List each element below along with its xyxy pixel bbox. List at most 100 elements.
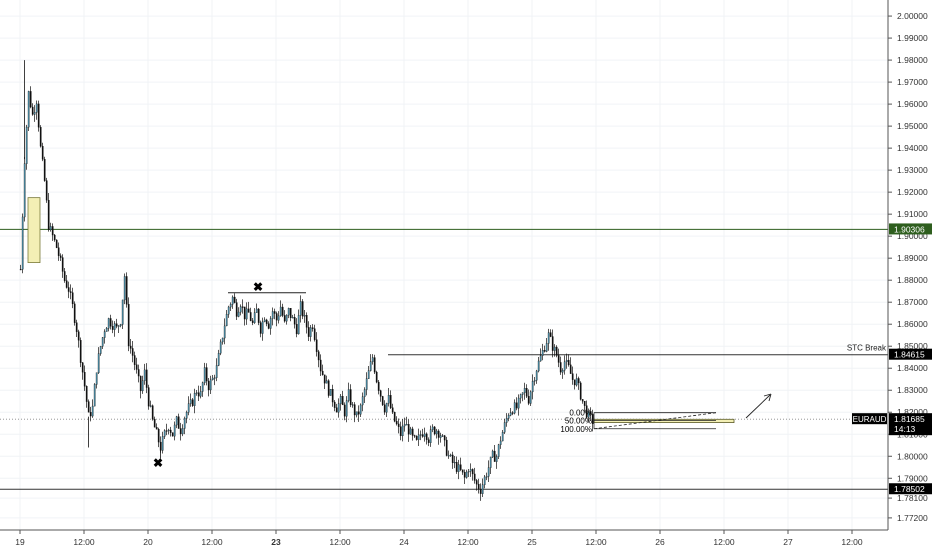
candle-body	[123, 276, 126, 301]
candle-body	[373, 357, 376, 373]
candle-body	[39, 127, 42, 147]
candle-body	[339, 396, 342, 404]
y-tick-label-11: 1.89000	[897, 253, 928, 263]
candle-body	[47, 199, 50, 230]
candle-body	[29, 91, 32, 108]
candle-body	[279, 306, 282, 317]
price-axis[interactable]: 2.00000 1.99000 1.98000 1.97000 1.96000 1.950…	[888, 11, 928, 523]
symbol-tag[interactable]: EURAUD	[853, 415, 887, 424]
x-mark-0[interactable]: ✖	[253, 280, 263, 294]
candle-body	[35, 103, 38, 113]
x-tick-label-6: 24	[399, 537, 409, 547]
candle-body	[509, 412, 512, 416]
y-tick-label-14: 1.86000	[897, 319, 928, 329]
candle-body	[85, 386, 88, 402]
candle-body	[113, 323, 116, 330]
candle-body	[579, 382, 582, 400]
candle-body	[333, 401, 336, 408]
y-tick-label-20: 1.80000	[897, 451, 928, 461]
candle-body	[307, 327, 310, 337]
candle-body	[491, 450, 494, 458]
candle-body	[365, 378, 368, 390]
candle-body	[353, 404, 356, 416]
candle-body	[581, 399, 584, 402]
candle-body	[563, 361, 566, 371]
projection-arrow-icon[interactable]	[745, 394, 771, 419]
candle-body	[61, 257, 64, 272]
current-price-label: 1.81685	[894, 414, 925, 424]
candle-body	[149, 405, 152, 407]
candle-body	[203, 367, 206, 383]
candle-body	[297, 315, 300, 335]
candle-body	[403, 424, 406, 427]
price-labels: 1.903061.846151.785021.81510EURAUD1.8168…	[852, 223, 932, 495]
candle-body	[187, 403, 190, 413]
candle-body	[49, 226, 52, 230]
candle-body	[33, 112, 36, 115]
candle-body	[569, 364, 572, 374]
candle-body	[221, 337, 224, 343]
y-tick-label-5: 1.95000	[897, 121, 928, 131]
candle-body	[111, 326, 114, 330]
candle-body	[427, 439, 430, 443]
candle-body	[477, 483, 480, 490]
y-tick-label-2: 1.98000	[897, 55, 928, 65]
candle-body	[281, 306, 284, 316]
candle-body	[363, 389, 366, 397]
candle-body	[379, 390, 382, 397]
candle-body	[421, 434, 424, 437]
candle-body	[197, 392, 200, 397]
candle-body	[511, 412, 514, 414]
candle-body	[283, 315, 286, 322]
y-tick-label-18: 1.82000	[897, 407, 928, 417]
candle-body	[453, 462, 456, 464]
highlight-boxes	[27, 197, 735, 423]
candle-body	[83, 372, 86, 387]
candle-body	[341, 396, 344, 406]
candle-body	[495, 456, 498, 462]
candle-body	[299, 301, 302, 316]
candle-body	[99, 346, 102, 354]
candle-body	[327, 380, 330, 396]
price-label-2-bg	[889, 483, 932, 495]
candle-body	[201, 382, 204, 392]
candle-body	[525, 388, 528, 397]
time-axis[interactable]: 19 12:00 20 12:00 23 12:00 24 12:00 25 12:00 26 12:…	[15, 530, 863, 547]
candle-body	[527, 396, 530, 404]
candle-body	[243, 306, 246, 320]
candle-body	[533, 380, 536, 382]
candle-body	[271, 311, 274, 319]
candle-body	[211, 377, 214, 381]
candle-body	[539, 355, 542, 362]
candle-body	[69, 291, 72, 293]
highlight-box-breakout[interactable]	[27, 197, 41, 263]
candle-body	[235, 302, 238, 317]
candle-body	[161, 436, 164, 451]
y-tick-label-3: 1.97000	[897, 77, 928, 87]
arrowhead-icon	[763, 393, 772, 402]
time-axis-bg	[0, 530, 932, 550]
candle-body	[557, 355, 560, 363]
y-tick-label-1: 1.99000	[897, 33, 928, 43]
stc-break-label: STC Break	[847, 344, 887, 353]
candle-body	[255, 308, 258, 313]
candle-body	[383, 404, 386, 413]
candle-body	[545, 343, 548, 352]
candle-body	[53, 234, 56, 241]
candle-body	[185, 412, 188, 419]
x-tick-label-13: 12:00	[841, 537, 863, 547]
candle-body	[407, 424, 410, 435]
candle-body	[391, 407, 394, 413]
price-axis-bg	[888, 0, 932, 550]
candle-body	[73, 303, 76, 323]
candle-body	[493, 450, 496, 462]
candle-body	[443, 435, 446, 441]
candle-body	[463, 472, 466, 478]
candle-body	[521, 392, 524, 395]
candle-body	[547, 332, 550, 344]
candle-body	[241, 306, 244, 308]
candle-body	[559, 362, 562, 373]
candle-body	[173, 424, 176, 437]
x-mark-1[interactable]: ✖	[153, 456, 163, 470]
